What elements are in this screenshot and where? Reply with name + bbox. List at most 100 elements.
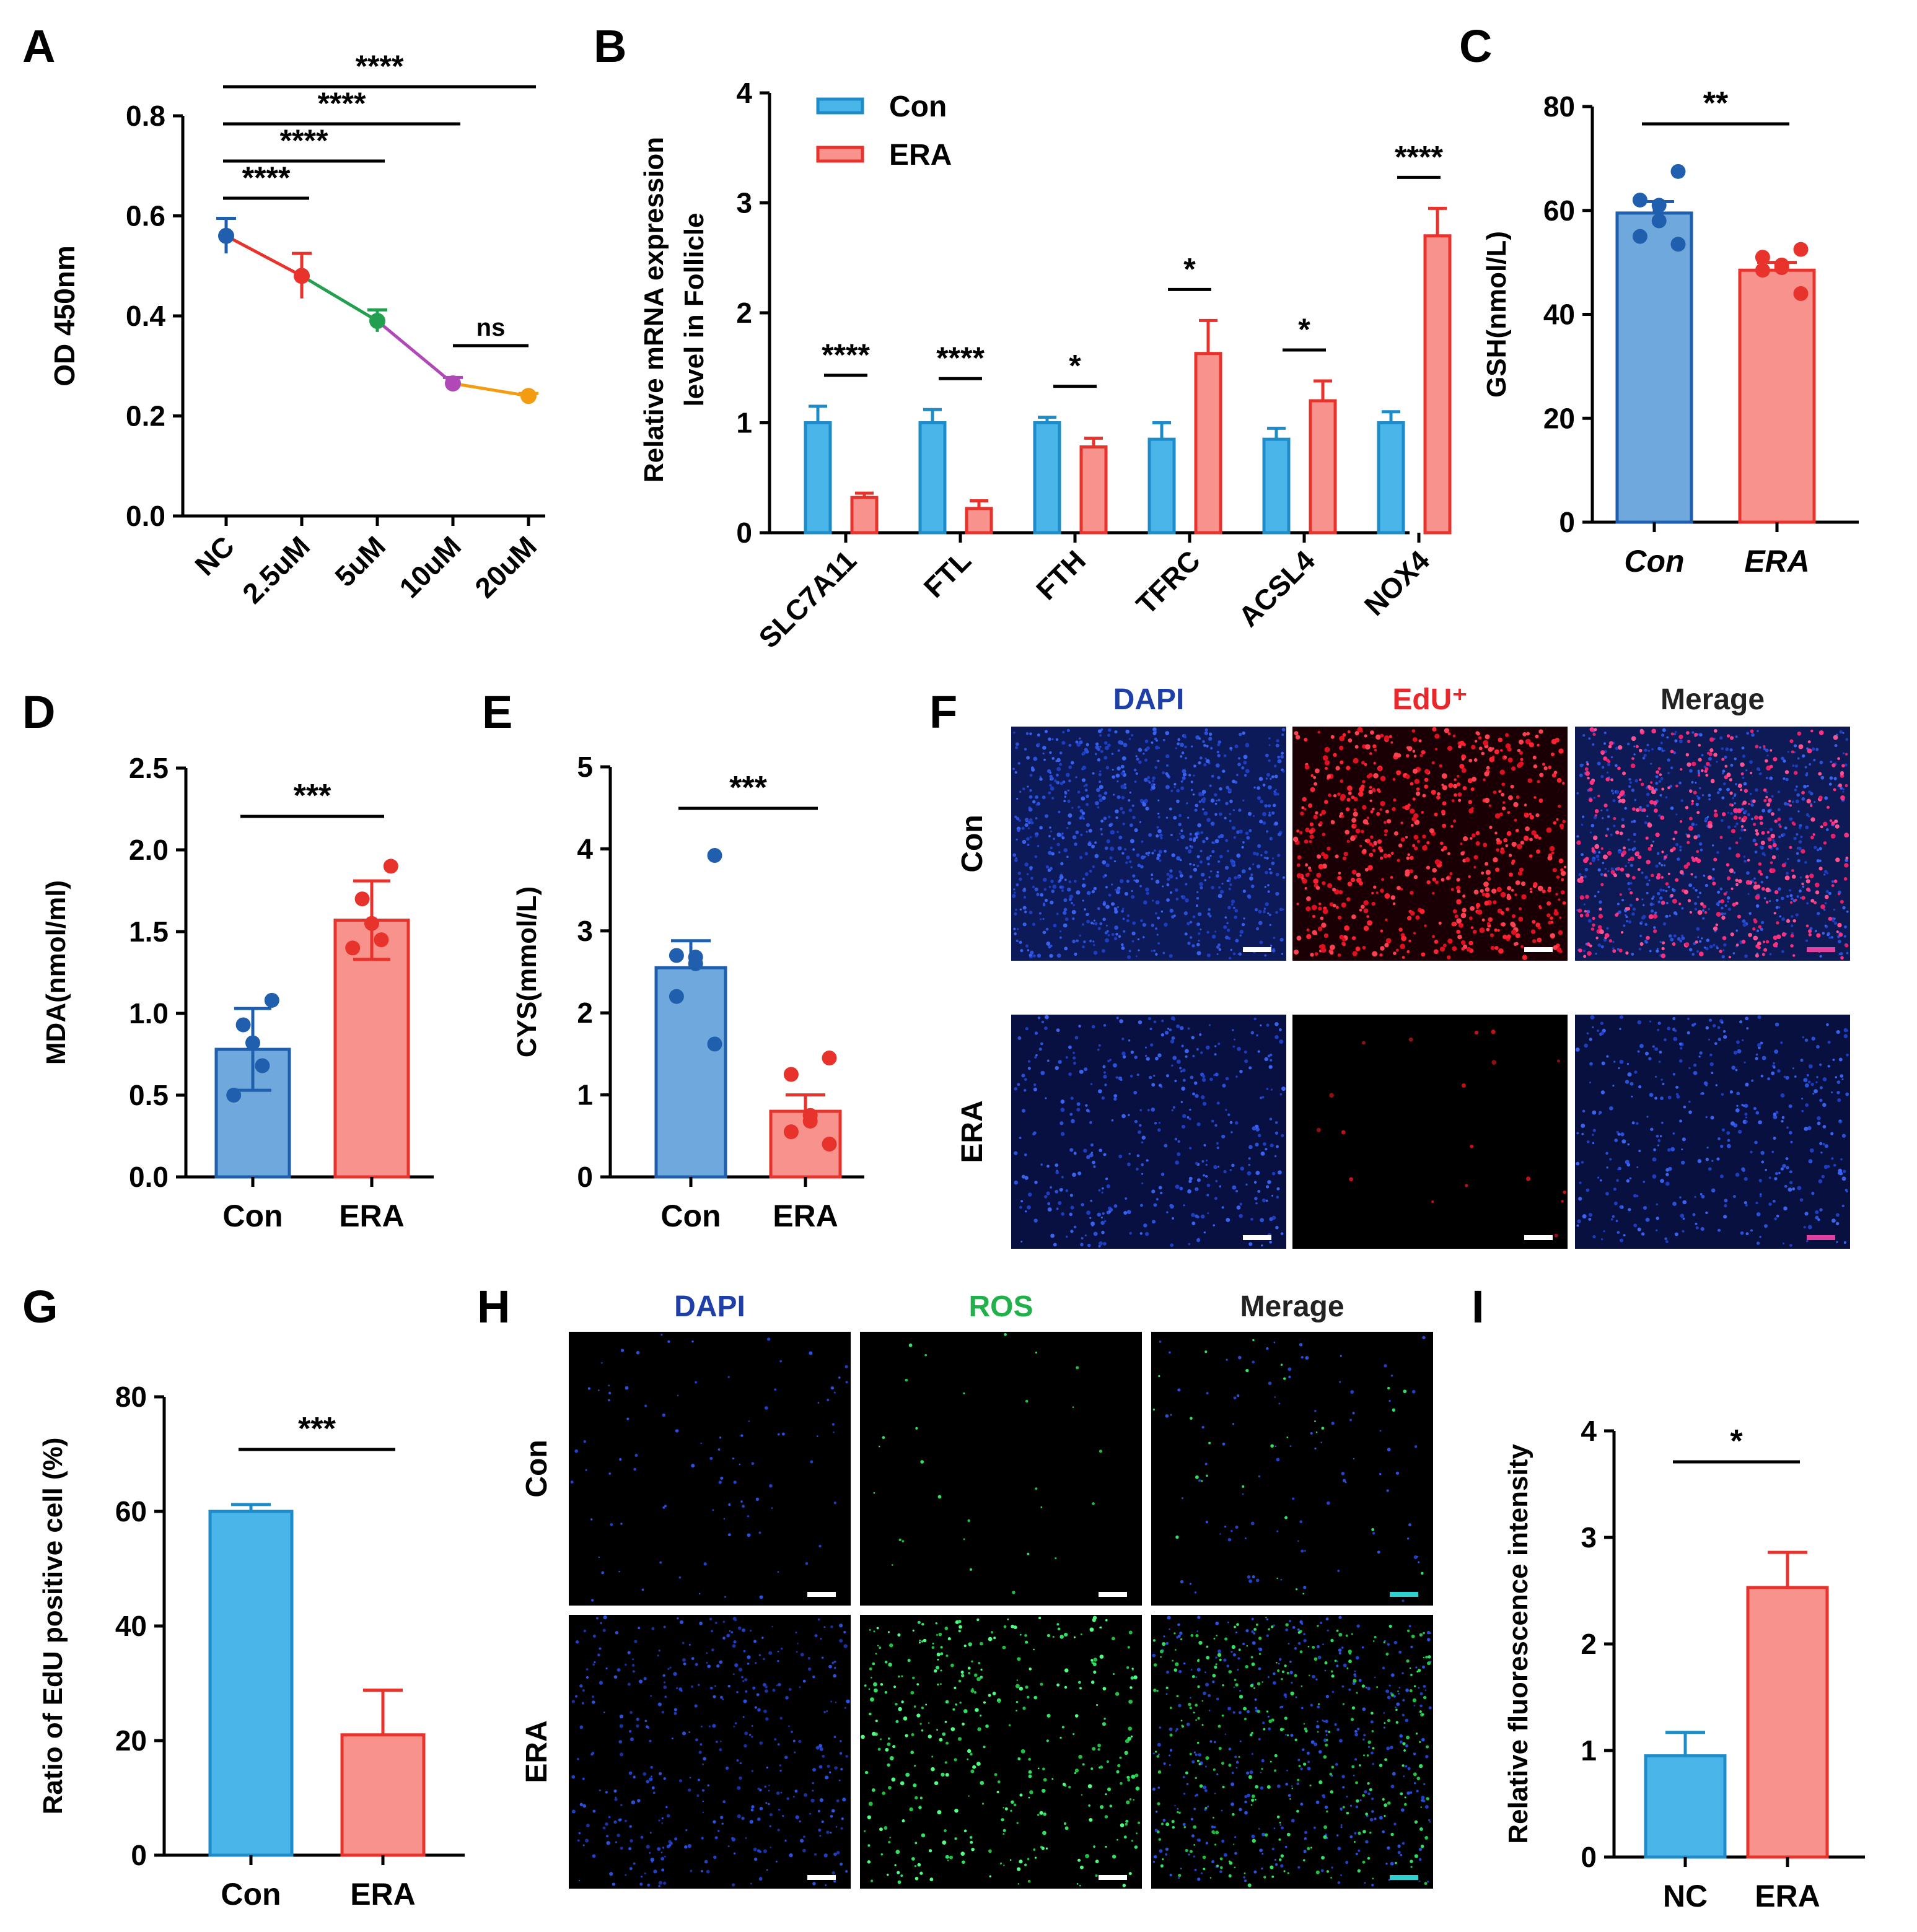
micrograph-cell (1015, 1684, 1020, 1689)
micrograph-cell (1043, 1778, 1047, 1782)
micrograph-cell (763, 1658, 765, 1661)
micrograph-cell (1204, 1350, 1208, 1353)
micrograph-cell (1019, 877, 1022, 881)
micrograph-cell (1339, 735, 1345, 741)
micrograph-cell (1159, 1340, 1162, 1343)
micrograph-cell (717, 1830, 720, 1832)
micrograph-cell (599, 1647, 602, 1650)
panel-d-data-point (245, 1035, 260, 1051)
micrograph-cell (1015, 742, 1019, 746)
micrograph-cell (877, 1645, 879, 1646)
micrograph-cell (768, 1651, 773, 1655)
micrograph-cell (636, 1717, 639, 1721)
micrograph-cell (1424, 777, 1429, 782)
micrograph-cell (1707, 875, 1713, 880)
micrograph-cell (1542, 763, 1545, 766)
micrograph-cell (1621, 1139, 1626, 1144)
micrograph-cell (869, 1712, 872, 1716)
micrograph-cell (1558, 930, 1563, 935)
micrograph-cell (1576, 792, 1579, 795)
micrograph-cell (1760, 1151, 1765, 1155)
micrograph-cell (1804, 766, 1807, 769)
micrograph-cell (836, 1851, 840, 1855)
micrograph-cell (826, 1830, 830, 1834)
micrograph-cell (1293, 949, 1299, 955)
micrograph-cell (1839, 730, 1843, 734)
micrograph-cell (1073, 1056, 1076, 1060)
micrograph-cell (1275, 743, 1279, 748)
micrograph-cell (1643, 904, 1645, 906)
micrograph-cell (1755, 832, 1760, 836)
micrograph-cell (1423, 1685, 1426, 1688)
micrograph-cell (1581, 823, 1584, 826)
micrograph-cell (1350, 1390, 1354, 1394)
micrograph-cell (1475, 740, 1478, 743)
micrograph-cell (1485, 734, 1490, 740)
micrograph-cell (1481, 751, 1485, 756)
micrograph-cell (1789, 1244, 1792, 1247)
micrograph-cell (1657, 900, 1661, 904)
micrograph-cell (757, 1849, 761, 1853)
micrograph-cell (1100, 1626, 1102, 1628)
micrograph-cell (1529, 854, 1533, 858)
micrograph-cell (1269, 1117, 1273, 1121)
micrograph-cell (934, 1669, 937, 1673)
micrograph-cell (1842, 788, 1845, 790)
micrograph-cell (1422, 793, 1426, 798)
micrograph-cell (833, 1736, 836, 1739)
micrograph-cell (875, 1720, 878, 1723)
micrograph-cell (1081, 923, 1085, 926)
micrograph-cell (981, 1803, 985, 1805)
micrograph-cell (1265, 902, 1269, 906)
micrograph-cell (1760, 880, 1763, 884)
micrograph-cell (1210, 821, 1215, 826)
panel-b-y-axis-label: level in Follicle (679, 212, 709, 406)
micrograph-cell (1597, 1176, 1600, 1179)
micrograph-cell (1491, 1029, 1496, 1034)
micrograph-cell (1171, 1109, 1174, 1112)
micrograph-cell (1280, 1363, 1283, 1366)
micrograph-cell (687, 1844, 692, 1848)
micrograph-cell (1112, 1063, 1117, 1068)
micrograph-cell (1102, 1687, 1107, 1690)
micrograph-cell (1033, 1087, 1037, 1091)
micrograph-cell (1805, 773, 1809, 777)
micrograph-cell (937, 1495, 942, 1499)
micrograph-cell (796, 1651, 798, 1653)
micrograph-cell (1190, 1075, 1194, 1080)
micrograph-cell (1660, 815, 1665, 820)
micrograph-cell (1250, 1521, 1255, 1526)
micrograph-cell (1589, 780, 1594, 785)
micrograph-cell (794, 1751, 796, 1754)
micrograph-cell (1301, 806, 1305, 810)
micrograph-cell (1667, 772, 1670, 774)
micrograph-cell (1263, 1142, 1266, 1146)
micrograph-cell (1529, 815, 1535, 820)
micrograph-cell (1105, 863, 1110, 868)
micrograph-cell (1157, 746, 1160, 750)
micrograph-cell (1159, 859, 1162, 862)
micrograph-cell (1618, 910, 1621, 914)
micrograph-cell (1631, 912, 1635, 916)
micrograph-cell (1095, 742, 1099, 746)
micrograph-cell (1128, 1726, 1133, 1731)
micrograph-cell (1183, 1204, 1185, 1207)
micrograph-cell (901, 1540, 905, 1542)
micrograph-cell (1667, 1148, 1671, 1152)
micrograph-cell (1793, 744, 1797, 748)
micrograph-cell (1013, 1803, 1017, 1807)
micrograph-cell (1116, 906, 1120, 909)
micrograph-background (1575, 727, 1850, 961)
micrograph-cell (780, 1791, 783, 1794)
micrograph-cell (1782, 833, 1786, 837)
micrograph-cell (1838, 1168, 1843, 1173)
panel-d-y-axis-label: MDA(nmol/ml) (41, 880, 71, 1065)
micrograph-cell (1255, 1202, 1258, 1205)
micrograph-cell (682, 1658, 686, 1662)
micrograph-cell (1592, 1026, 1594, 1028)
micrograph-cell (1215, 763, 1220, 768)
micrograph-cell (1200, 1051, 1203, 1054)
micrograph-cell (1553, 911, 1559, 916)
micrograph-cell (1726, 1131, 1731, 1135)
micrograph-cell (768, 1790, 770, 1791)
